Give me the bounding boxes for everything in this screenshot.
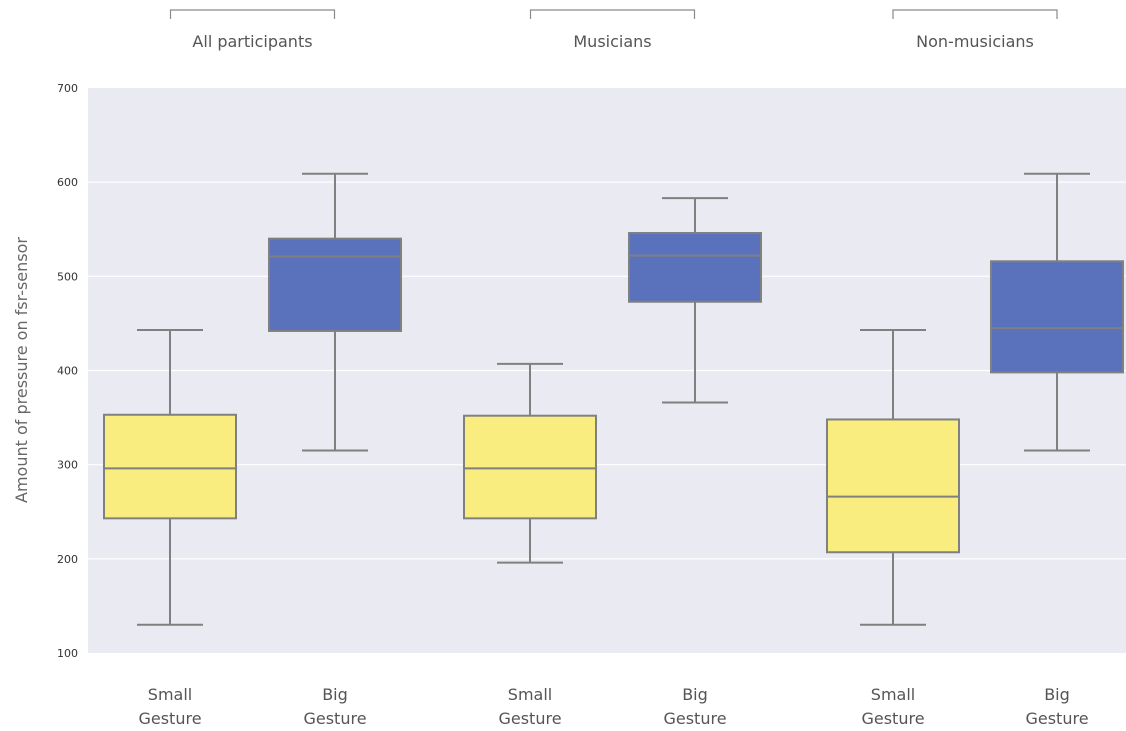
group-brackets: All participants Musicians Non-musicians bbox=[169, 9, 1058, 51]
box-big-gesture bbox=[628, 197, 762, 404]
group-bracket bbox=[169, 9, 336, 19]
x-axis: Small Gesture Big Gesture Small Gesture Big Ges… bbox=[138, 685, 1088, 728]
group-label: All participants bbox=[192, 32, 312, 51]
y-tick-label: 400 bbox=[57, 365, 78, 378]
box-big-gesture bbox=[268, 172, 402, 452]
y-tick-label: 100 bbox=[57, 647, 78, 660]
x-tick-label-line: Gesture bbox=[498, 709, 561, 728]
y-tick-label: 600 bbox=[57, 176, 78, 189]
x-tick-label: Small Gesture bbox=[138, 685, 201, 728]
x-tick-label-line: Small bbox=[148, 685, 192, 704]
group-bracket bbox=[529, 9, 696, 19]
x-tick-label-line: Big bbox=[322, 685, 348, 704]
group-bracket bbox=[892, 9, 1058, 19]
y-tick-label: 300 bbox=[57, 459, 78, 472]
x-tick-label-line: Gesture bbox=[861, 709, 924, 728]
x-tick-label: Small Gesture bbox=[861, 685, 924, 728]
box-small-gesture bbox=[463, 362, 597, 564]
x-tick-label-line: Gesture bbox=[303, 709, 366, 728]
y-tick-label: 200 bbox=[57, 553, 78, 566]
box-big-gesture bbox=[990, 172, 1124, 452]
x-tick-label-line: Small bbox=[871, 685, 915, 704]
iqr-box bbox=[990, 260, 1124, 374]
iqr-box bbox=[826, 418, 960, 554]
x-tick-label-line: Small bbox=[508, 685, 552, 704]
iqr-box bbox=[103, 413, 237, 520]
y-axis: Amount of pressure on fsr-sensor 100 200 3… bbox=[12, 82, 78, 660]
y-axis-label: Amount of pressure on fsr-sensor bbox=[12, 237, 31, 503]
group-label: Non-musicians bbox=[916, 32, 1034, 51]
x-tick-label: Small Gesture bbox=[498, 685, 561, 728]
group-label: Musicians bbox=[573, 32, 651, 51]
plot-area bbox=[88, 88, 1126, 653]
iqr-box bbox=[268, 237, 402, 332]
x-tick-label: Big Gesture bbox=[663, 685, 726, 728]
x-tick-label-line: Big bbox=[682, 685, 708, 704]
box-small-gesture bbox=[103, 329, 237, 626]
iqr-box bbox=[463, 414, 597, 520]
box-small-gesture bbox=[826, 329, 960, 626]
x-tick-label-line: Gesture bbox=[138, 709, 201, 728]
x-tick-label-line: Gesture bbox=[1025, 709, 1088, 728]
y-tick-label: 500 bbox=[57, 270, 78, 283]
x-tick-label-line: Gesture bbox=[663, 709, 726, 728]
x-tick-label-line: Big bbox=[1044, 685, 1070, 704]
iqr-box bbox=[628, 232, 762, 303]
x-tick-label: Big Gesture bbox=[1025, 685, 1088, 728]
x-tick-label: Big Gesture bbox=[303, 685, 366, 728]
y-tick-label: 700 bbox=[57, 82, 78, 95]
